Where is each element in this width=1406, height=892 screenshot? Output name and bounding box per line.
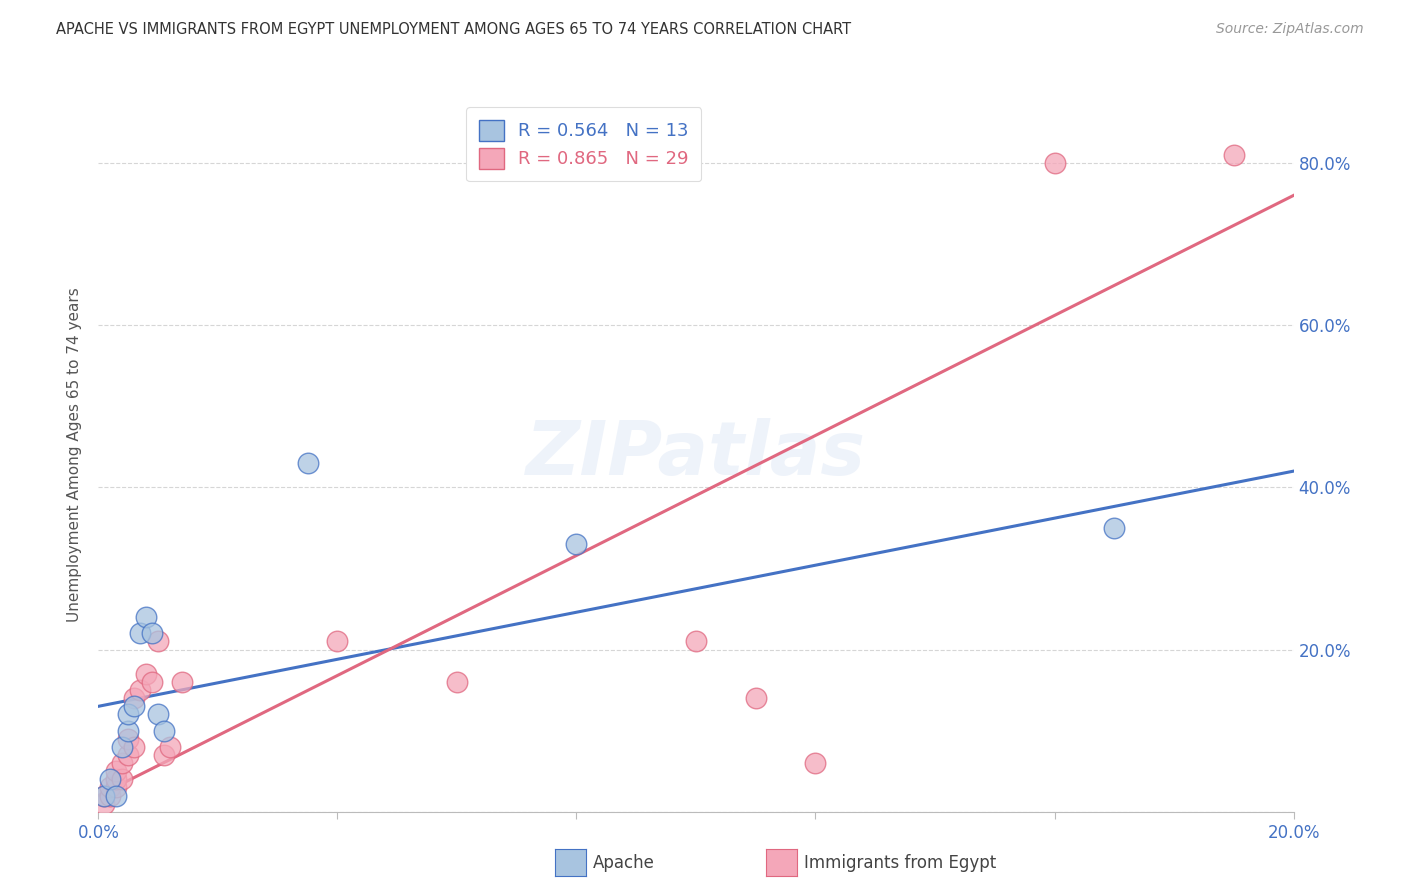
Point	[141, 626, 163, 640]
Point	[100, 789, 122, 803]
Text: APACHE VS IMMIGRANTS FROM EGYPT UNEMPLOYMENT AMONG AGES 65 TO 74 YEARS CORRELATI: APACHE VS IMMIGRANTS FROM EGYPT UNEMPLOY…	[56, 22, 852, 37]
Point	[475, 156, 498, 170]
Point	[1043, 156, 1066, 170]
Text: Apache: Apache	[593, 854, 655, 871]
Point	[135, 610, 157, 624]
Point	[124, 699, 146, 714]
Point	[93, 789, 115, 803]
Point	[124, 739, 146, 754]
Point	[105, 780, 128, 795]
Point	[159, 739, 181, 754]
Point	[148, 707, 170, 722]
Legend: R = 0.564   N = 13, R = 0.865   N = 29: R = 0.564 N = 13, R = 0.865 N = 29	[465, 107, 702, 181]
Point	[172, 675, 194, 690]
Y-axis label: Unemployment Among Ages 65 to 74 years: Unemployment Among Ages 65 to 74 years	[67, 287, 83, 623]
Point	[117, 707, 139, 722]
Point	[1104, 521, 1126, 535]
Point	[100, 780, 122, 795]
Point	[297, 456, 319, 470]
Point	[153, 723, 176, 738]
Point	[124, 691, 146, 706]
Point	[153, 747, 176, 762]
Text: Source: ZipAtlas.com: Source: ZipAtlas.com	[1216, 22, 1364, 37]
Point	[105, 772, 128, 787]
Point	[111, 772, 134, 787]
Point	[105, 764, 128, 779]
Point	[148, 634, 170, 648]
Point	[135, 666, 157, 681]
Text: ZIPatlas: ZIPatlas	[526, 418, 866, 491]
Point	[446, 675, 468, 690]
Text: Immigrants from Egypt: Immigrants from Egypt	[804, 854, 997, 871]
Point	[685, 634, 707, 648]
Point	[129, 683, 152, 698]
Point	[326, 634, 349, 648]
Point	[1223, 148, 1246, 162]
Point	[141, 675, 163, 690]
Point	[117, 723, 139, 738]
Point	[745, 691, 768, 706]
Point	[804, 756, 827, 770]
Point	[129, 626, 152, 640]
Point	[117, 731, 139, 746]
Point	[105, 789, 128, 803]
Point	[117, 747, 139, 762]
Point	[111, 739, 134, 754]
Point	[93, 797, 115, 811]
Point	[111, 756, 134, 770]
Point	[100, 772, 122, 787]
Point	[565, 537, 588, 551]
Point	[93, 789, 115, 803]
